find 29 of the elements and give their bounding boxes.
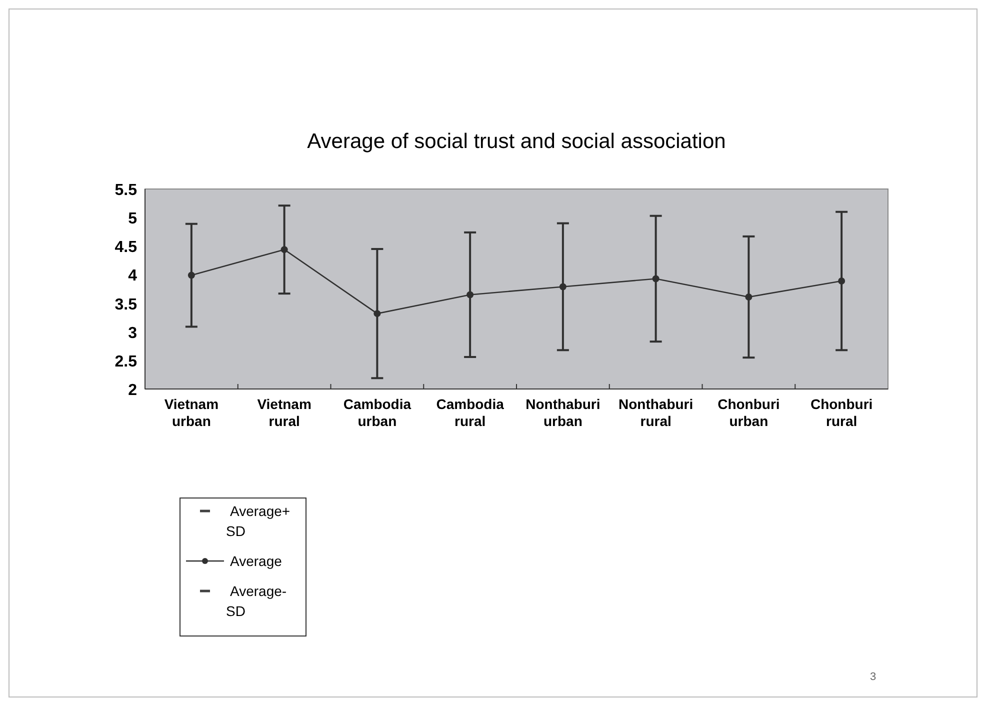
- point: [466, 291, 474, 298]
- text: 3: [870, 671, 876, 683]
- legend-label: Average: [230, 553, 282, 569]
- point: [188, 272, 195, 279]
- y-tick-label: 4.5: [114, 239, 138, 256]
- x-tick-label: Cambodia urban: [343, 396, 412, 429]
- y-tick-label: 2.5: [114, 353, 138, 370]
- y-tick-label: 5: [128, 210, 138, 228]
- x-tick-label: Chonburi rural: [810, 396, 873, 429]
- y-tick-label: 3: [128, 324, 138, 342]
- point: [559, 283, 566, 290]
- y-tick-label: 5.5: [114, 182, 138, 199]
- text: Average+SD: [226, 503, 290, 539]
- x-tick-label: Chonburi urban: [718, 396, 780, 429]
- chart-title: Average of social trust and social association: [307, 130, 726, 153]
- y-tick-label: 2: [128, 382, 138, 399]
- point: [652, 275, 660, 282]
- x-tick-label: Vietnam rural: [257, 396, 312, 429]
- point: [838, 278, 846, 284]
- text: Average-SD: [226, 583, 287, 619]
- y-tick-label: 3.5: [114, 296, 138, 314]
- point: [374, 310, 381, 318]
- y-tick-label: 4: [128, 268, 138, 285]
- x-tick-label: Vietnam urban: [164, 396, 219, 429]
- x-tick-label: Nonthaburi rural: [618, 396, 694, 429]
- x-tick-label: Nonthaburi urban: [526, 396, 600, 429]
- x-tick-label: Cambodia rural: [436, 396, 504, 429]
- point: [280, 246, 288, 254]
- point: [745, 294, 752, 300]
